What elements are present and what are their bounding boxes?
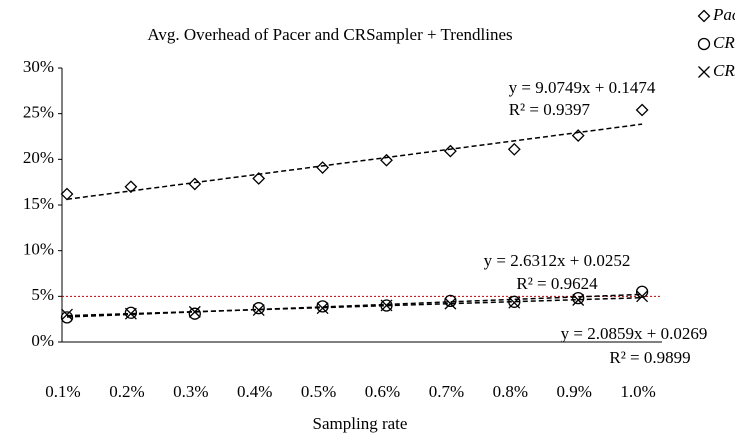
trendline <box>66 123 643 201</box>
cross-marker <box>188 305 201 318</box>
circle-marker <box>124 306 138 319</box>
x-tick-label: 0.2% <box>109 382 144 401</box>
x-tick-label: 0.8% <box>493 382 528 401</box>
cross-marker <box>252 304 265 316</box>
x-tick-label: 0.7% <box>429 382 464 401</box>
x-tick-label: 0.3% <box>173 382 208 401</box>
diamond-marker <box>507 142 521 156</box>
x-tick-label: 1.0% <box>620 382 655 401</box>
diamond-marker <box>124 180 138 194</box>
trendline-annotation: y = 2.0859x + 0.0269 <box>561 324 708 343</box>
cross-marker <box>380 299 393 312</box>
cross-marker <box>636 290 649 303</box>
cross-marker <box>61 308 73 321</box>
y-tick-label: 10% <box>23 240 54 259</box>
cross-marker <box>508 296 521 309</box>
diamond-marker <box>252 172 266 185</box>
circle-marker <box>697 37 711 51</box>
cross-marker <box>316 302 329 315</box>
cross-marker <box>572 294 585 306</box>
x-tick-label: 0.4% <box>237 382 272 401</box>
trendline <box>66 296 643 317</box>
chart-title: Avg. Overhead of Pacer and CRSampler + T… <box>147 25 512 44</box>
diamond-marker <box>443 144 457 158</box>
diamond-marker <box>571 129 585 143</box>
y-tick-label: 20% <box>23 148 54 167</box>
diamond-marker <box>60 187 74 201</box>
circle-marker <box>635 285 649 298</box>
trendline-annotation: R² = 0.9397 <box>509 100 591 119</box>
y-tick-label: 30% <box>23 57 54 76</box>
circle-marker <box>252 302 265 315</box>
cross-marker <box>444 297 457 310</box>
y-tick-label: 0% <box>31 331 54 350</box>
diamond-marker <box>188 177 202 191</box>
trendline <box>66 293 643 318</box>
y-tick-label: 25% <box>23 103 54 122</box>
trendline-annotation: R² = 0.9624 <box>516 274 598 293</box>
y-tick-label: 5% <box>31 285 54 304</box>
legend-label: CR30 <box>713 61 735 80</box>
diamond-marker <box>316 161 330 174</box>
x-tick-label: 0.5% <box>301 382 336 401</box>
circle-marker <box>60 311 74 324</box>
circle-marker <box>572 292 585 305</box>
cross-marker <box>124 307 137 320</box>
trendline-annotation: R² = 0.9899 <box>609 348 690 367</box>
circle-marker <box>188 307 201 320</box>
legend-label: CR15 <box>713 33 735 52</box>
diamond-marker <box>635 103 649 117</box>
x-tick-label: 0.6% <box>365 382 400 401</box>
trendline-annotation: y = 2.6312x + 0.0252 <box>484 251 631 270</box>
diamond-marker <box>380 153 393 167</box>
circle-marker <box>444 294 457 308</box>
cross-marker <box>698 66 710 78</box>
circle-marker <box>316 300 329 313</box>
x-axis-title: Sampling rate <box>313 414 408 433</box>
x-tick-label: 0.1% <box>45 382 80 401</box>
trendline-annotation: y = 9.0749x + 0.1474 <box>509 78 656 97</box>
y-tick-label: 15% <box>23 194 54 213</box>
diamond-marker <box>697 9 711 23</box>
x-tick-label: 0.9% <box>556 382 591 401</box>
legend-label: Pacer <box>712 5 735 24</box>
